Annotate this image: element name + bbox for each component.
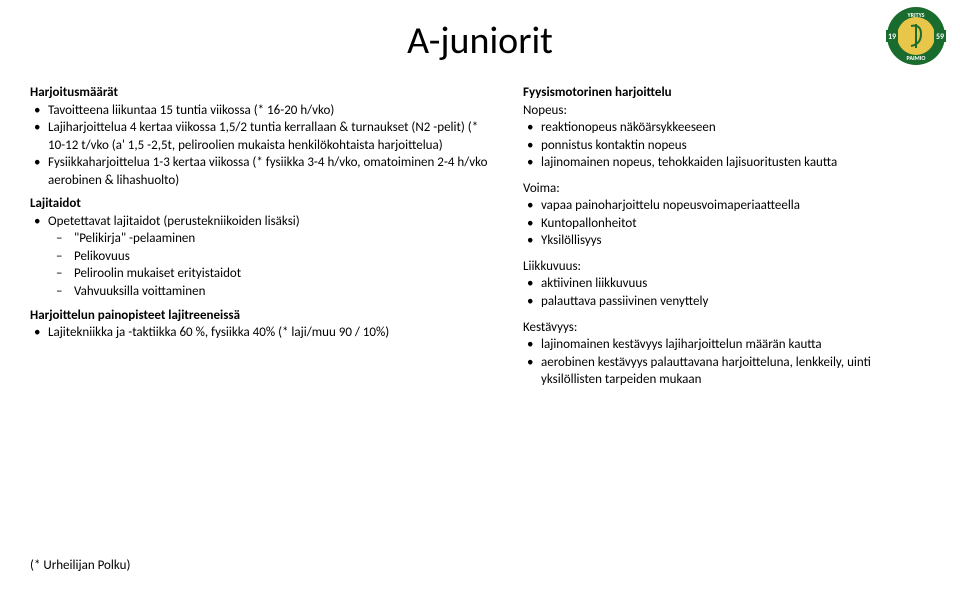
svg-text:YRITYS: YRITYS bbox=[907, 11, 925, 19]
list-item: Opetettavat lajitaidot (perustekniikoide… bbox=[44, 213, 498, 231]
list-item: aerobinen kestävyys palauttavana harjoit… bbox=[537, 354, 930, 389]
list-harjoitusmaarat: Tavoitteena liikuntaa 15 tuntia viikossa… bbox=[30, 102, 498, 190]
list-item: lajinomainen kestävyys lajiharjoittelun … bbox=[537, 336, 930, 354]
subhead-liikkuvuus: Liikkuvuus: bbox=[523, 258, 930, 276]
list-item: Vahvuuksilla voittaminen bbox=[70, 283, 498, 301]
right-column: Fyysismotorinen harjoittelu Nopeus: reak… bbox=[523, 84, 930, 389]
subhead-voima: Voima: bbox=[523, 180, 930, 198]
list-item: lajinomainen nopeus, tehokkaiden lajisuo… bbox=[537, 154, 930, 172]
list-item: reaktionopeus näköärsykkeeseen bbox=[537, 119, 930, 137]
list-item: Lajiharjoittelua 4 kertaa viikossa 1,5/2… bbox=[44, 119, 498, 154]
list-item: Peliroolin mukaiset erityistaidot bbox=[70, 265, 498, 283]
slide-title: A-juniorit bbox=[30, 18, 930, 64]
left-column: Harjoitusmäärät Tavoitteena liikuntaa 15… bbox=[30, 84, 498, 389]
svg-text:PAIMIO: PAIMIO bbox=[907, 54, 926, 62]
list-item: vapaa painoharjoittelu nopeusvoimaperiaa… bbox=[537, 197, 930, 215]
list-nopeus: reaktionopeus näköärsykkeeseen ponnistus… bbox=[523, 119, 930, 172]
list-item: Tavoitteena liikuntaa 15 tuntia viikossa… bbox=[44, 102, 498, 120]
list-item: Pelikovuus bbox=[70, 248, 498, 266]
svg-text:19: 19 bbox=[888, 32, 896, 42]
list-lajitaidot: Opetettavat lajitaidot (perustekniikoide… bbox=[30, 213, 498, 301]
subhead-nopeus: Nopeus: bbox=[523, 102, 930, 120]
list-voima: vapaa painoharjoittelu nopeusvoimaperiaa… bbox=[523, 197, 930, 250]
list-item: Kuntopallonheitot bbox=[537, 215, 930, 233]
list-painopisteet: Lajitekniikka ja -taktiikka 60 %, fysiik… bbox=[30, 324, 498, 342]
list-item: palauttava passiivinen venyttely bbox=[537, 293, 930, 311]
list-item: Lajitekniikka ja -taktiikka 60 %, fysiik… bbox=[44, 324, 498, 342]
list-liikkuvuus: aktiivinen liikkuvuus palauttava passiiv… bbox=[523, 275, 930, 310]
section-head-fyysis: Fyysismotorinen harjoittelu bbox=[523, 84, 930, 102]
list-item: Fysiikkaharjoittelua 1-3 kertaa viikossa… bbox=[44, 154, 498, 189]
list-item: aktiivinen liikkuvuus bbox=[537, 275, 930, 293]
svg-text:59: 59 bbox=[936, 32, 944, 42]
club-logo: YRITYS PAIMIO 19 59 bbox=[886, 6, 946, 66]
subhead-kestavyys: Kestävyys: bbox=[523, 319, 930, 337]
list-item: "Pelikirja" -pelaaminen bbox=[70, 230, 498, 248]
section-head-lajitaidot: Lajitaidot bbox=[30, 195, 498, 213]
section-head-painopisteet: Harjoittelun painopisteet lajitreeneissä bbox=[30, 307, 498, 325]
list-item: Yksilöllisyys bbox=[537, 232, 930, 250]
footnote: (* Urheilijan Polku) bbox=[30, 558, 130, 573]
section-head-harjoitusmaarat: Harjoitusmäärät bbox=[30, 84, 498, 102]
list-item: ponnistus kontaktin nopeus bbox=[537, 137, 930, 155]
list-kestavyys: lajinomainen kestävyys lajiharjoittelun … bbox=[523, 336, 930, 389]
sublist-lajitaidot: "Pelikirja" -pelaaminen Pelikovuus Pelir… bbox=[44, 230, 498, 300]
content-columns: Harjoitusmäärät Tavoitteena liikuntaa 15… bbox=[30, 84, 930, 389]
